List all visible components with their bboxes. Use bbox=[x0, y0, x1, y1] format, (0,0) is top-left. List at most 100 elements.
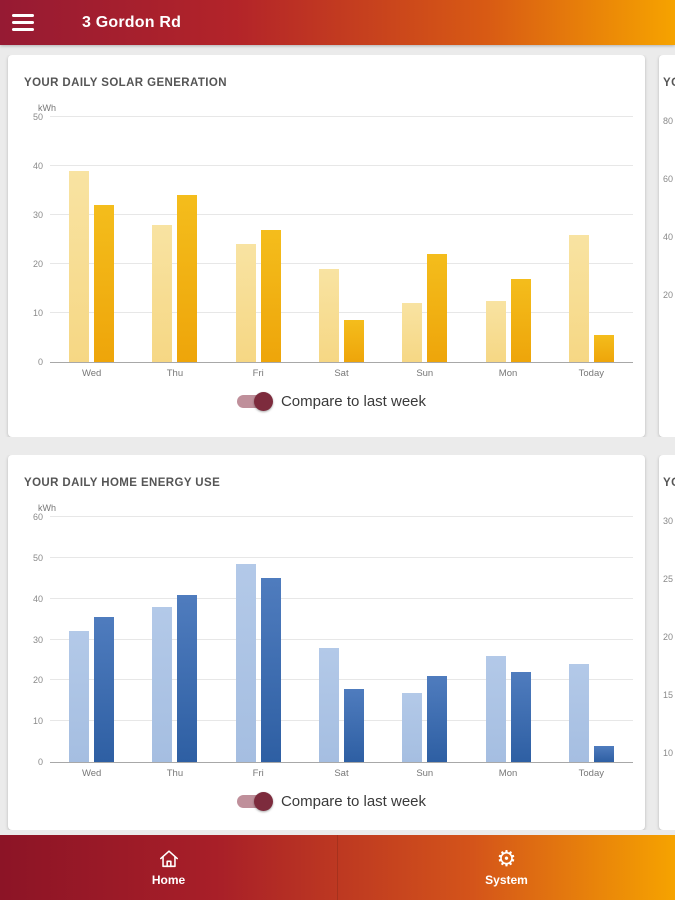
x-axis-label: Thu bbox=[166, 768, 184, 779]
tab-label: System bbox=[485, 873, 528, 887]
y-axis-tick: 0 bbox=[37, 357, 43, 367]
tab-home[interactable]: Home bbox=[0, 835, 337, 900]
bar-light-sat bbox=[318, 647, 339, 762]
bar-dark-today bbox=[593, 745, 614, 762]
card-carousel-energy[interactable]: YOUR DAILY HOME ENERGY USE kWh 60 50 40 30 20… bbox=[0, 455, 675, 830]
gridline bbox=[50, 165, 633, 166]
bar-dark-thu bbox=[177, 594, 198, 762]
x-axis-label: Wed bbox=[81, 768, 102, 779]
y-axis-tick: 20 bbox=[32, 259, 43, 269]
compare-toggle[interactable] bbox=[236, 392, 273, 411]
y-axis-tick: 15 bbox=[663, 690, 674, 700]
bar-light-fri bbox=[235, 563, 256, 762]
x-axis-label: Today bbox=[578, 768, 604, 779]
next-card-preview[interactable]: YO 30 25 20 15 10 bbox=[659, 455, 675, 830]
tab-system[interactable]: ⚙ System bbox=[337, 835, 675, 900]
plot-area bbox=[50, 116, 633, 363]
home-energy-card: YOUR DAILY HOME ENERGY USE kWh 60 50 40 30 20… bbox=[8, 455, 645, 830]
bar-group bbox=[300, 117, 383, 362]
y-axis: 50 40 30 20 10 0 bbox=[24, 112, 50, 367]
y-axis-tick: 80 bbox=[663, 116, 674, 126]
x-axis: Wed Thu Fri Sat Sun Mon Today bbox=[50, 768, 633, 779]
y-axis-tick: 30 bbox=[663, 516, 674, 526]
bar-light-today bbox=[568, 664, 589, 762]
x-axis-label: Sat bbox=[334, 368, 349, 379]
home-icon bbox=[159, 850, 178, 868]
page-title: 3 Gordon Rd bbox=[82, 13, 182, 31]
menu-bar bbox=[12, 21, 34, 24]
bar-dark-sat bbox=[343, 688, 364, 762]
gridline bbox=[50, 556, 633, 558]
bar-dark-thu bbox=[177, 195, 198, 362]
toggle-label: Compare to last week bbox=[280, 793, 427, 810]
card-title: YO bbox=[663, 477, 675, 489]
y-axis-ticks: 80 60 40 20 bbox=[663, 116, 675, 348]
bar-group bbox=[550, 517, 633, 762]
x-axis-label: Fri bbox=[252, 368, 264, 379]
card-title: YOUR DAILY SOLAR GENERATION bbox=[24, 77, 227, 89]
toggle-label: Compare to last week bbox=[280, 393, 427, 410]
bar-light-thu bbox=[152, 606, 173, 762]
bar-group bbox=[550, 117, 633, 362]
bar-dark-wed bbox=[94, 205, 115, 362]
bar-group bbox=[133, 517, 216, 762]
home-energy-chart: kWh 60 50 40 30 20 10 0 Wed Thu Fri Sat Sun Mon Today bbox=[24, 503, 639, 779]
y-axis-tick: 50 bbox=[32, 552, 43, 563]
tab-label: Home bbox=[151, 873, 186, 887]
y-axis-tick: 50 bbox=[32, 112, 43, 122]
content: YOUR DAILY SOLAR GENERATION kWh 50 40 30 20 1… bbox=[0, 55, 675, 830]
y-axis-unit: kWh bbox=[38, 503, 56, 513]
x-axis: Wed Thu Fri Sat Sun Mon Today bbox=[50, 368, 633, 379]
plot-area bbox=[50, 516, 633, 763]
card-carousel-solar[interactable]: YOUR DAILY SOLAR GENERATION kWh 50 40 30 20 1… bbox=[0, 55, 675, 437]
x-axis-label: Fri bbox=[252, 768, 264, 779]
compare-toggle[interactable] bbox=[236, 792, 273, 811]
app-header: 3 Gordon Rd bbox=[0, 0, 675, 45]
bar-dark-mon bbox=[510, 278, 531, 362]
menu-icon[interactable] bbox=[12, 10, 34, 35]
x-axis-label: Sun bbox=[416, 368, 434, 379]
x-axis-label: Mon bbox=[498, 368, 518, 379]
bar-light-mon bbox=[485, 300, 506, 362]
bar-dark-sun bbox=[427, 676, 448, 762]
bar-light-sun bbox=[402, 692, 423, 762]
card-title: YOUR DAILY HOME ENERGY USE bbox=[24, 477, 221, 489]
x-axis-label: Wed bbox=[81, 368, 102, 379]
bar-light-wed bbox=[69, 170, 90, 362]
card-title: YO bbox=[663, 77, 675, 89]
y-axis-tick: 60 bbox=[663, 174, 674, 184]
gridline bbox=[50, 679, 633, 681]
y-axis-tick: 20 bbox=[663, 290, 674, 300]
menu-bar bbox=[12, 14, 34, 17]
bar-light-thu bbox=[152, 224, 173, 362]
toggle-knob bbox=[253, 392, 273, 411]
menu-bar bbox=[12, 28, 34, 31]
plot-row: 50 40 30 20 10 0 bbox=[24, 112, 639, 367]
x-axis-label: Thu bbox=[166, 368, 184, 379]
y-axis-tick: 20 bbox=[663, 632, 674, 642]
y-axis-tick: 60 bbox=[32, 512, 43, 522]
y-axis-tick: 40 bbox=[32, 593, 43, 604]
x-axis-label: Today bbox=[578, 368, 604, 379]
bar-light-wed bbox=[69, 631, 90, 762]
x-axis-label: Sun bbox=[416, 768, 434, 779]
bar-groups bbox=[50, 117, 633, 362]
bar-groups bbox=[50, 517, 633, 762]
bar-light-fri bbox=[235, 244, 256, 362]
gridline bbox=[50, 597, 633, 599]
gridline bbox=[50, 263, 633, 264]
x-axis-label: Sat bbox=[334, 768, 349, 779]
y-axis-ticks: 30 25 20 15 10 bbox=[663, 516, 675, 806]
y-axis-tick: 25 bbox=[663, 574, 674, 584]
bar-dark-sun bbox=[427, 254, 448, 362]
y-axis-tick: 0 bbox=[37, 757, 43, 767]
y-axis-unit: kWh bbox=[38, 103, 56, 113]
bar-group bbox=[383, 117, 466, 362]
bar-group bbox=[383, 517, 466, 762]
plot-row: 60 50 40 30 20 10 0 bbox=[24, 512, 639, 767]
bottom-nav: Home ⚙ System bbox=[0, 835, 675, 900]
bar-group bbox=[217, 517, 300, 762]
y-axis: 60 50 40 30 20 10 0 bbox=[24, 512, 50, 767]
next-card-preview[interactable]: YO 80 60 40 20 bbox=[659, 55, 675, 437]
bar-group bbox=[300, 517, 383, 762]
